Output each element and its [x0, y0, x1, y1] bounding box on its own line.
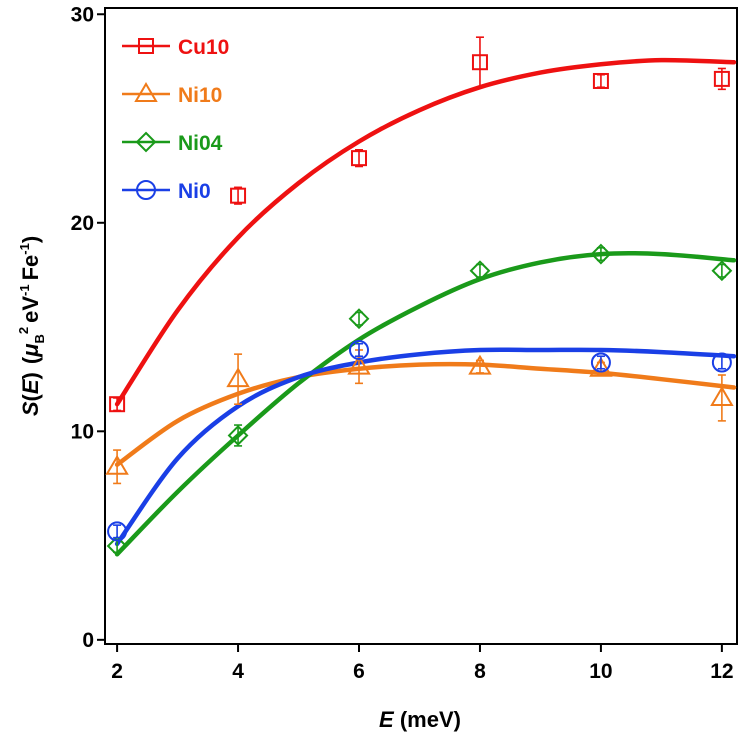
data-point-ni04: [469, 260, 491, 282]
x-tick-label: 10: [589, 660, 612, 683]
x-tick-label: 12: [710, 660, 733, 683]
y-tick-label: 10: [71, 420, 94, 443]
plot-frame: [104, 7, 738, 645]
data-points: [105, 36, 734, 557]
x-tick-label: 4: [232, 660, 244, 683]
legend-label-ni0: Ni0: [178, 180, 211, 203]
data-point-ni04: [106, 535, 128, 557]
fit-curve-ni10: [114, 361, 737, 467]
x-tick-label: 2: [111, 660, 123, 683]
data-point-ni10: [347, 354, 371, 375]
y-tick-label: 20: [71, 212, 94, 235]
legend: Cu10 Ni10 Ni04 Ni0: [122, 36, 229, 203]
legend-label-cu10: Cu10: [178, 36, 229, 59]
data-point-cu10: [471, 54, 488, 71]
y-axis-title: S(E)(μB2eV-1Fe-1): [16, 236, 47, 416]
data-point-ni10: [226, 367, 250, 388]
axis-ticks: 2 4 6 8 10 12 0 10 20 30: [71, 3, 734, 683]
data-point-ni10: [105, 454, 129, 475]
data-point-ni0: [107, 521, 128, 542]
fit-curve-ni0: [114, 347, 737, 547]
x-tick-label: 6: [353, 660, 365, 683]
data-point-ni04: [227, 425, 249, 446]
data-point-cu10: [109, 396, 126, 413]
data-point-ni10: [468, 354, 492, 375]
data-point-ni10: [589, 356, 613, 377]
x-axis-title: E (meV): [379, 707, 461, 732]
fit-curve-cu10: [114, 57, 737, 407]
fit-curves: [114, 57, 737, 557]
y-tick-label: 0: [82, 629, 94, 652]
data-point-ni0: [711, 352, 732, 373]
legend-marker-ni04: [135, 131, 157, 153]
data-point-ni0: [590, 352, 611, 373]
legend-marker-cu10: [138, 38, 154, 54]
y-tick-label: 30: [71, 3, 94, 26]
legend-label-ni10: Ni10: [178, 84, 222, 107]
data-point-ni04: [348, 308, 370, 330]
data-point-cu10: [592, 72, 609, 89]
legend-marker-ni0: [136, 180, 156, 200]
data-point-cu10: [351, 150, 368, 167]
data-point-ni10: [710, 385, 734, 406]
data-point-cu10: [713, 70, 730, 87]
data-point-ni0: [349, 339, 370, 360]
x-tick-label: 8: [474, 660, 486, 683]
legend-marker-ni10: [134, 82, 158, 102]
data-point-ni04: [590, 243, 612, 265]
data-point-cu10: [230, 187, 247, 204]
legend-label-ni04: Ni04: [178, 132, 223, 155]
fit-curve-ni04: [114, 250, 737, 557]
data-point-ni04: [711, 260, 733, 282]
